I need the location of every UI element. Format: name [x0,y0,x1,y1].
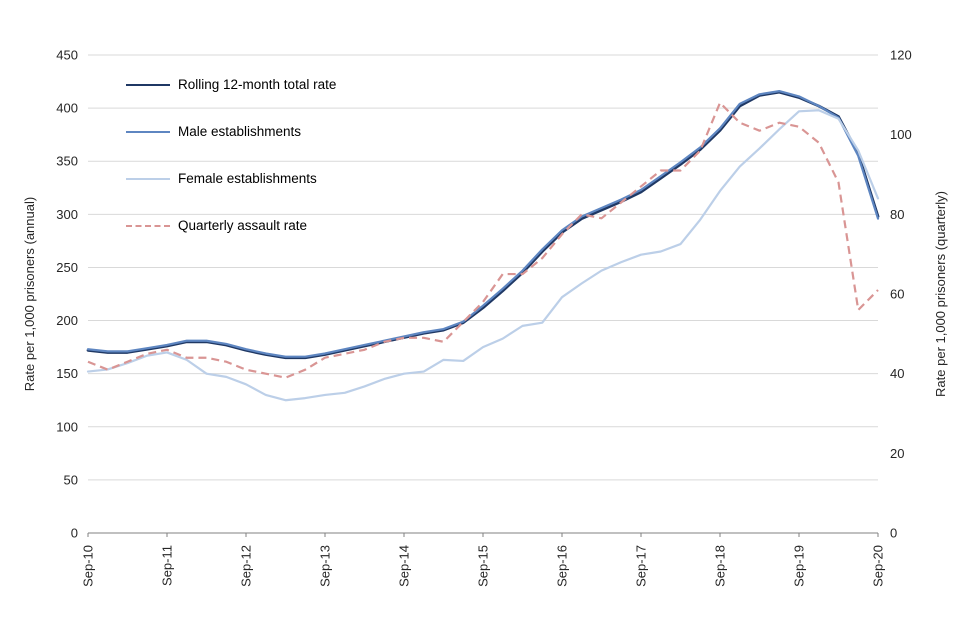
x-axis-tick-labels: Sep-10 Sep-11 Sep-12 Sep-13 Sep-14 Sep-15 Sep-… [81,533,886,587]
quarterly-rate-line-sample [126,224,170,227]
left-tick-label: 450 [56,48,78,63]
left-axis-tick-labels: 0 50 100 150 200 250 300 350 400 450 [56,48,78,541]
legend-item-rolling-total: Rolling 12-month total rate [126,74,336,95]
x-tick-label: Sep-13 [318,545,333,587]
legend-item-female-establishments: Female establishments [126,168,336,189]
legend-label-quarterly-rate: Quarterly assault rate [178,218,308,233]
left-tick-label: 350 [56,154,78,169]
legend-label-female-establishments: Female establishments [178,171,317,186]
gridlines [88,54,878,534]
x-tick-label: Sep-17 [634,545,649,587]
left-tick-label: 400 [56,101,78,116]
male-establishments-line-sample [126,130,170,133]
right-tick-label: 100 [890,127,912,142]
right-tick-label: 120 [890,48,912,63]
x-tick-label: Sep-15 [476,545,491,587]
x-tick-label: Sep-11 [160,545,175,586]
x-tick-label: Sep-14 [397,545,412,587]
series-male-establishments [86,90,880,358]
right-tick-label: 80 [890,207,904,222]
x-tick-label: Sep-12 [239,545,254,587]
left-tick-label: 250 [56,260,78,275]
right-tick-label: 0 [890,526,897,541]
series-female-establishments [86,109,880,402]
legend-label-male-establishments: Male establishments [178,124,302,139]
x-tick-label: Sep-10 [81,545,96,587]
right-tick-label: 60 [890,287,904,302]
left-tick-label: 50 [64,472,78,487]
x-tick-label: Sep-20 [871,545,886,587]
legend-item-quarterly-rate: Quarterly assault rate [126,215,336,236]
left-tick-label: 150 [56,366,78,381]
x-tick-label: Sep-18 [713,545,728,587]
left-tick-label: 300 [56,207,78,222]
legend-item-male-establishments: Male establishments [126,121,336,142]
x-tick-label: Sep-19 [792,545,807,587]
rolling-total-line-sample [126,83,170,86]
legend-label-rolling-total: Rolling 12-month total rate [178,77,337,92]
chart-legend: Rolling 12-month total rate Male establi… [126,74,336,236]
female-establishments-line-sample [126,177,170,180]
left-tick-label: 0 [71,526,78,541]
right-axis-tick-labels: 0 20 40 60 80 100 120 [890,48,912,541]
left-tick-label: 100 [56,419,78,434]
right-tick-label: 20 [890,446,904,461]
series-quarterly-assault-rate [87,101,879,379]
right-tick-label: 40 [890,366,904,381]
left-tick-label: 200 [56,313,78,328]
x-tick-label: Sep-16 [555,545,570,587]
